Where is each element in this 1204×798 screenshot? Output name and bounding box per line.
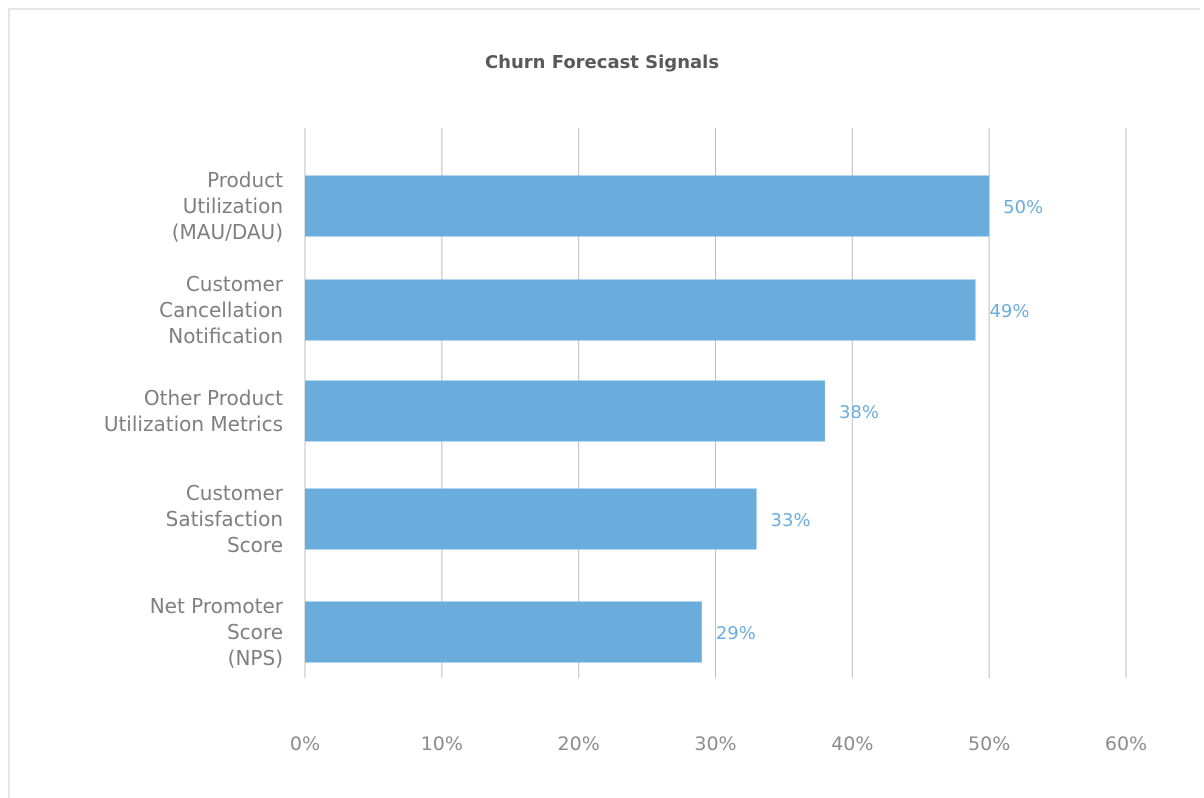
category-label-0-line-1: Utilization <box>183 194 283 218</box>
x-tick-label-0: 0% <box>290 733 320 755</box>
x-tick-label-2: 20% <box>558 733 600 755</box>
category-label-2-line-0: Other Product <box>144 386 283 410</box>
category-label-1-line-0: Customer <box>186 272 284 296</box>
bar-1 <box>305 279 976 341</box>
bar-3 <box>305 488 757 550</box>
category-label-4-line-0: Net Promoter <box>150 594 284 618</box>
category-label-2-line-1: Utilization Metrics <box>104 412 283 436</box>
category-label-1-line-1: Cancellation <box>159 298 283 322</box>
category-label-4-line-2: (NPS) <box>228 646 283 670</box>
x-tick-label-4: 40% <box>831 733 873 755</box>
category-label-3-line-1: Satisfaction <box>166 507 283 531</box>
data-label-3: 33% <box>771 510 811 531</box>
x-tick-label-6: 60% <box>1105 733 1147 755</box>
data-label-2: 38% <box>839 402 879 423</box>
category-label-4-line-1: Score <box>227 620 283 644</box>
data-label-4: 29% <box>716 623 756 644</box>
bar-2 <box>305 380 825 442</box>
bar-0 <box>305 175 990 237</box>
chart-title: Churn Forecast Signals <box>484 52 720 73</box>
category-label-3-line-2: Score <box>227 533 283 557</box>
category-label-1-line-2: Notification <box>168 324 283 348</box>
category-label-0-line-0: Product <box>207 168 283 192</box>
x-tick-label-3: 30% <box>694 733 736 755</box>
x-tick-label-5: 50% <box>968 733 1010 755</box>
x-tick-label-1: 10% <box>421 733 463 755</box>
data-label-0: 50% <box>1003 197 1043 218</box>
category-label-3-line-0: Customer <box>186 481 284 505</box>
bar-4 <box>305 601 702 663</box>
data-label-1: 49% <box>989 301 1029 322</box>
category-label-0-line-2: (MAU/DAU) <box>172 220 283 244</box>
